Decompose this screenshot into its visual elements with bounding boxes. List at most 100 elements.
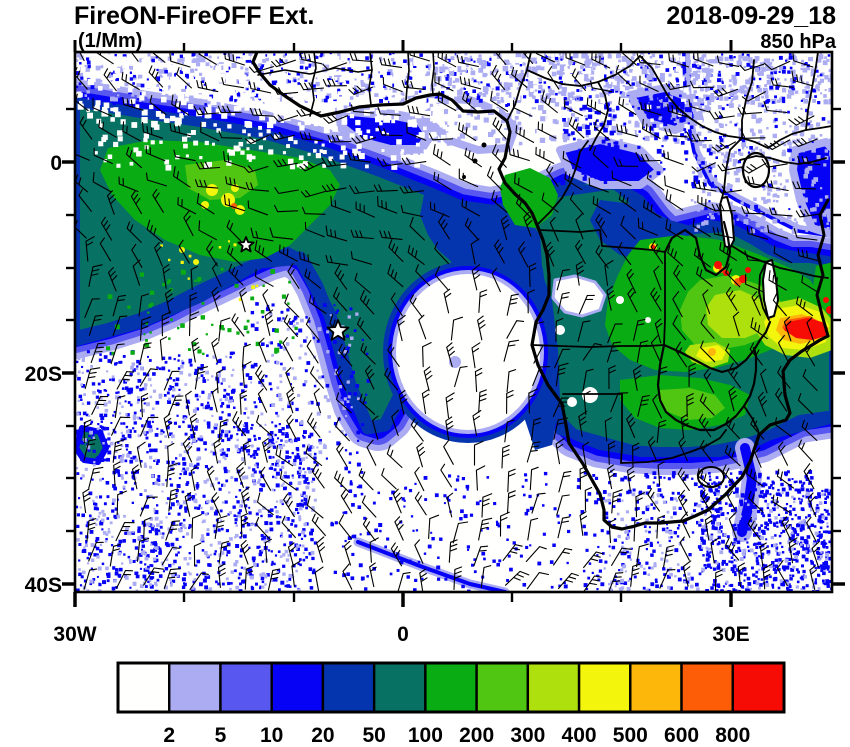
speckle [718, 56, 724, 62]
speckle [240, 74, 247, 81]
speckle [130, 365, 134, 370]
speckle [186, 562, 190, 566]
speckle [757, 578, 760, 581]
speckle [256, 447, 260, 451]
speckle [801, 564, 804, 568]
speckle [205, 370, 209, 375]
speckle [793, 539, 797, 543]
speckle [617, 75, 623, 82]
speckle [442, 64, 445, 67]
speckle [181, 77, 187, 83]
speckle [725, 517, 728, 520]
speckle [143, 464, 148, 468]
speckle [279, 89, 285, 95]
speckle [243, 366, 246, 369]
speckle [95, 523, 98, 526]
speckle [427, 67, 431, 71]
speckle [740, 533, 744, 536]
speckle [189, 363, 193, 367]
speckle [572, 70, 577, 74]
speckle [250, 444, 254, 448]
speckle [215, 477, 219, 481]
speckle [89, 514, 92, 518]
speckle [190, 442, 194, 445]
speckle [787, 219, 792, 224]
speckle [805, 494, 810, 499]
speckle [230, 582, 233, 585]
speckle [827, 550, 831, 554]
speckle [623, 70, 626, 74]
speckle [763, 564, 768, 568]
speckle [85, 67, 90, 73]
speckle [786, 470, 790, 474]
speckle [242, 428, 246, 432]
speckle [169, 583, 173, 587]
speckle [581, 117, 587, 123]
speckle [236, 425, 239, 428]
speckle [284, 471, 287, 475]
speckle [739, 152, 744, 157]
speckle [95, 65, 101, 71]
speckle [524, 478, 528, 482]
speckle [171, 573, 175, 577]
speckle [313, 460, 317, 464]
speckle [165, 479, 168, 482]
speckle [669, 103, 673, 107]
speckle [295, 407, 299, 412]
speckle [140, 551, 144, 555]
speckle [423, 476, 428, 480]
speckle [789, 66, 793, 70]
speckle [725, 151, 729, 155]
speckle [264, 54, 268, 57]
speckle [600, 56, 604, 60]
speckle [203, 551, 208, 555]
speckle [825, 546, 829, 549]
speckle [167, 85, 171, 89]
speckle [236, 449, 240, 452]
speckle [129, 71, 132, 74]
speckle [753, 533, 757, 537]
speckle [705, 533, 709, 537]
speckle [585, 548, 589, 552]
speckle [106, 517, 110, 520]
speckle [170, 467, 174, 471]
speckle [350, 576, 355, 581]
speckle [649, 56, 653, 59]
speckle [218, 416, 223, 421]
speckle [531, 95, 536, 99]
speckle [186, 53, 192, 59]
speckle [191, 495, 196, 499]
speckle [436, 565, 441, 570]
speckle [316, 446, 319, 449]
speckle [464, 52, 468, 56]
speckle [78, 92, 83, 98]
speckle [740, 585, 744, 589]
speckle [713, 560, 717, 564]
speckle [250, 473, 255, 478]
speckle [817, 101, 821, 105]
speckle [96, 555, 100, 559]
speckle [698, 85, 701, 88]
speckle [724, 96, 729, 101]
speckle [334, 77, 338, 81]
speckle [670, 516, 673, 519]
speckle [179, 522, 183, 526]
speckle [807, 514, 811, 518]
speckle [281, 465, 285, 469]
speckle [488, 131, 494, 137]
speckle [233, 406, 236, 409]
speckle [824, 488, 829, 493]
speckle [733, 56, 736, 59]
speckle [441, 91, 445, 95]
speckle [350, 336, 354, 340]
speckle [296, 547, 300, 551]
speckle [809, 548, 813, 552]
speckle [655, 580, 658, 584]
speckle [717, 105, 722, 110]
speckle [206, 512, 209, 515]
speckle [316, 339, 320, 343]
speckle [720, 512, 725, 516]
speckle [483, 557, 486, 561]
speckle [729, 55, 733, 59]
speckle [288, 534, 292, 538]
